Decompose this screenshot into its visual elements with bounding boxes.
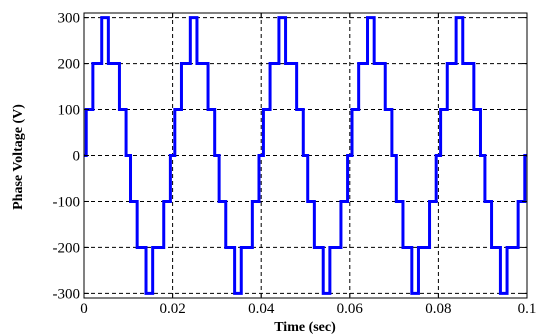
y-tick-label: -100 <box>53 194 81 210</box>
y-tick-label: 300 <box>58 11 81 27</box>
x-tick-label: 0.06 <box>337 301 364 317</box>
y-tick-label: -200 <box>53 240 81 256</box>
axis-ticks: 0 0.02 0.04 0.06 0.08 0.1 -300 -200 -100 0 100 200 3… <box>53 11 537 317</box>
y-tick-label: -300 <box>53 286 81 302</box>
x-tick-label: 0.02 <box>159 301 185 317</box>
x-tick-label: 0.04 <box>248 301 275 317</box>
y-axis-label: Phase Voltage (V) <box>11 104 26 210</box>
x-tick-label: 0 <box>80 301 88 317</box>
x-axis-label: Time (sec) <box>274 320 336 335</box>
x-tick-label: 0.08 <box>425 301 451 317</box>
phase-voltage-series <box>84 16 527 295</box>
series-layer <box>84 16 527 295</box>
x-tick-label: 0.1 <box>518 301 537 317</box>
y-tick-label: 100 <box>58 103 81 119</box>
y-tick-label: 200 <box>58 57 81 73</box>
y-tick-label: 0 <box>73 149 81 165</box>
